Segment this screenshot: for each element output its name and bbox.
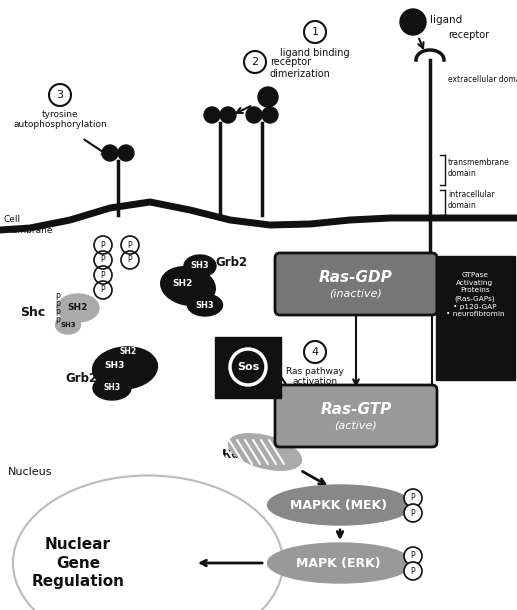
- Text: P: P: [101, 270, 105, 279]
- Ellipse shape: [93, 376, 131, 400]
- Text: transmembrane
domain: transmembrane domain: [448, 158, 510, 178]
- Ellipse shape: [161, 267, 215, 306]
- Circle shape: [258, 87, 278, 107]
- Text: p: p: [55, 315, 60, 323]
- Text: SH3: SH3: [105, 361, 125, 370]
- Text: P: P: [128, 256, 132, 265]
- FancyBboxPatch shape: [275, 385, 437, 447]
- Text: Raf: Raf: [222, 448, 246, 462]
- Text: ligand binding: ligand binding: [280, 48, 350, 58]
- Text: 2: 2: [251, 57, 258, 67]
- Ellipse shape: [93, 347, 158, 389]
- Circle shape: [404, 489, 422, 507]
- Ellipse shape: [55, 316, 81, 334]
- Text: extracellular domain: extracellular domain: [448, 76, 517, 85]
- Text: intracellular
domain: intracellular domain: [448, 190, 495, 210]
- Text: MAPKK (MEK): MAPKK (MEK): [290, 498, 387, 512]
- Text: Ras pathway
activation: Ras pathway activation: [286, 367, 344, 386]
- Text: receptor: receptor: [448, 30, 489, 40]
- Circle shape: [118, 145, 134, 161]
- Text: Sos: Sos: [237, 362, 259, 372]
- Text: P: P: [410, 509, 415, 517]
- Ellipse shape: [184, 255, 216, 277]
- Text: p: p: [55, 306, 60, 315]
- FancyBboxPatch shape: [275, 253, 437, 315]
- Text: SH2: SH2: [68, 304, 88, 312]
- Text: (inactive): (inactive): [329, 289, 383, 299]
- Circle shape: [246, 107, 262, 123]
- Text: tyrosine
autophosphorylation: tyrosine autophosphorylation: [13, 110, 107, 129]
- Text: P: P: [410, 567, 415, 575]
- Ellipse shape: [267, 543, 413, 583]
- Text: Grb2: Grb2: [215, 256, 247, 268]
- Text: SH2: SH2: [119, 348, 136, 356]
- Circle shape: [400, 9, 426, 35]
- Text: Nuclear
Gene
Regulation: Nuclear Gene Regulation: [32, 537, 125, 589]
- Text: receptor
dimerization: receptor dimerization: [270, 57, 331, 79]
- Text: Shc: Shc: [20, 306, 45, 318]
- Text: 3: 3: [56, 90, 64, 100]
- Text: P: P: [410, 551, 415, 561]
- Circle shape: [220, 107, 236, 123]
- Text: P: P: [101, 285, 105, 295]
- Text: Grb2: Grb2: [65, 371, 97, 384]
- Circle shape: [204, 107, 220, 123]
- Circle shape: [404, 504, 422, 522]
- Text: Cell
Membrane: Cell Membrane: [4, 215, 53, 235]
- Text: P: P: [410, 493, 415, 503]
- Circle shape: [404, 547, 422, 565]
- Ellipse shape: [229, 434, 301, 470]
- Text: SH3: SH3: [103, 384, 120, 392]
- Text: P: P: [101, 256, 105, 265]
- Text: SH2: SH2: [173, 279, 193, 287]
- Text: MAPK (ERK): MAPK (ERK): [296, 556, 381, 570]
- Text: SH3: SH3: [191, 262, 209, 270]
- Circle shape: [230, 349, 266, 385]
- Text: Ras-GTP: Ras-GTP: [321, 403, 391, 417]
- Text: GTPase
Activating
Proteins
(Ras-GAPs)
• p120-GAP
• neurofibromin: GTPase Activating Proteins (Ras-GAPs) • …: [446, 272, 504, 317]
- Circle shape: [102, 145, 118, 161]
- Text: Nucleus: Nucleus: [8, 467, 53, 477]
- Text: P: P: [128, 240, 132, 249]
- Text: (active): (active): [334, 421, 377, 431]
- Text: 4: 4: [311, 347, 318, 357]
- Circle shape: [262, 107, 278, 123]
- Circle shape: [404, 562, 422, 580]
- Ellipse shape: [267, 485, 413, 525]
- Ellipse shape: [188, 294, 222, 316]
- Text: p: p: [55, 298, 60, 307]
- Text: p: p: [55, 290, 60, 300]
- Text: P: P: [101, 240, 105, 249]
- Text: ligand: ligand: [430, 15, 462, 25]
- Ellipse shape: [57, 294, 99, 322]
- FancyBboxPatch shape: [215, 337, 281, 398]
- Text: Ras-GDP: Ras-GDP: [319, 270, 393, 285]
- Text: SH3: SH3: [60, 322, 76, 328]
- Text: SH3: SH3: [196, 301, 215, 309]
- FancyBboxPatch shape: [436, 256, 515, 380]
- Text: 1: 1: [312, 27, 318, 37]
